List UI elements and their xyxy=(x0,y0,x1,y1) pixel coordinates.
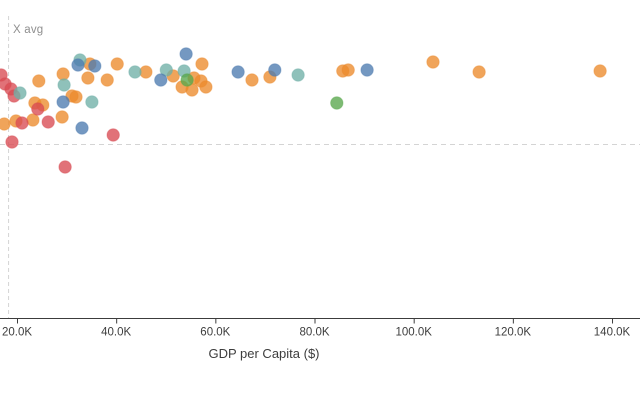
data-point-red[interactable] xyxy=(41,115,55,129)
data-point-orange[interactable] xyxy=(32,74,46,88)
data-point-red[interactable] xyxy=(5,135,19,149)
data-point-orange[interactable] xyxy=(69,90,83,104)
data-point-blue[interactable] xyxy=(268,63,282,77)
data-point-blue[interactable] xyxy=(360,63,374,77)
x-tick-label: 120.0K xyxy=(495,327,532,339)
data-point-orange[interactable] xyxy=(110,57,124,71)
x-tick-label: 100.0K xyxy=(395,327,432,339)
data-point-teal[interactable] xyxy=(128,65,142,79)
x-axis-title: GDP per Capita ($) xyxy=(208,346,320,361)
data-point-blue[interactable] xyxy=(71,58,85,72)
data-point-orange[interactable] xyxy=(81,71,95,85)
data-point-orange[interactable] xyxy=(56,67,70,81)
data-point-orange[interactable] xyxy=(245,73,259,87)
x-avg-annotation: X avg xyxy=(13,24,44,36)
data-point-blue[interactable] xyxy=(56,95,70,109)
data-point-red[interactable] xyxy=(31,102,45,116)
data-point-blue[interactable] xyxy=(179,47,193,61)
data-point-orange[interactable] xyxy=(0,117,11,131)
data-point-teal[interactable] xyxy=(291,68,305,82)
data-point-teal[interactable] xyxy=(159,63,174,77)
data-point-orange[interactable] xyxy=(426,55,440,69)
data-point-orange[interactable] xyxy=(100,73,114,87)
data-point-green[interactable] xyxy=(180,73,194,87)
data-point-green[interactable] xyxy=(330,96,344,110)
data-point-red[interactable] xyxy=(58,160,72,174)
data-point-blue[interactable] xyxy=(154,73,168,87)
data-point-blue[interactable] xyxy=(88,59,102,73)
data-point-teal[interactable] xyxy=(13,86,27,100)
x-tick-label: 140.0K xyxy=(594,327,631,339)
x-tick-label: 20.0K xyxy=(2,327,32,339)
data-point-blue[interactable] xyxy=(231,65,245,79)
data-point-orange[interactable] xyxy=(472,65,486,79)
data-point-blue[interactable] xyxy=(75,121,89,135)
data-point-teal[interactable] xyxy=(57,78,71,92)
data-point-teal[interactable] xyxy=(85,95,99,109)
x-tick-label: 40.0K xyxy=(101,327,131,339)
data-point-orange[interactable] xyxy=(199,80,213,94)
data-point-orange[interactable] xyxy=(55,110,69,124)
x-tick-label: 60.0K xyxy=(200,327,230,339)
data-point-red[interactable] xyxy=(15,116,29,130)
data-point-orange[interactable] xyxy=(195,57,209,71)
data-point-orange[interactable] xyxy=(593,64,607,78)
data-point-orange[interactable] xyxy=(341,63,355,77)
data-point-red[interactable] xyxy=(106,128,120,142)
x-tick-label: 80.0K xyxy=(299,327,329,339)
